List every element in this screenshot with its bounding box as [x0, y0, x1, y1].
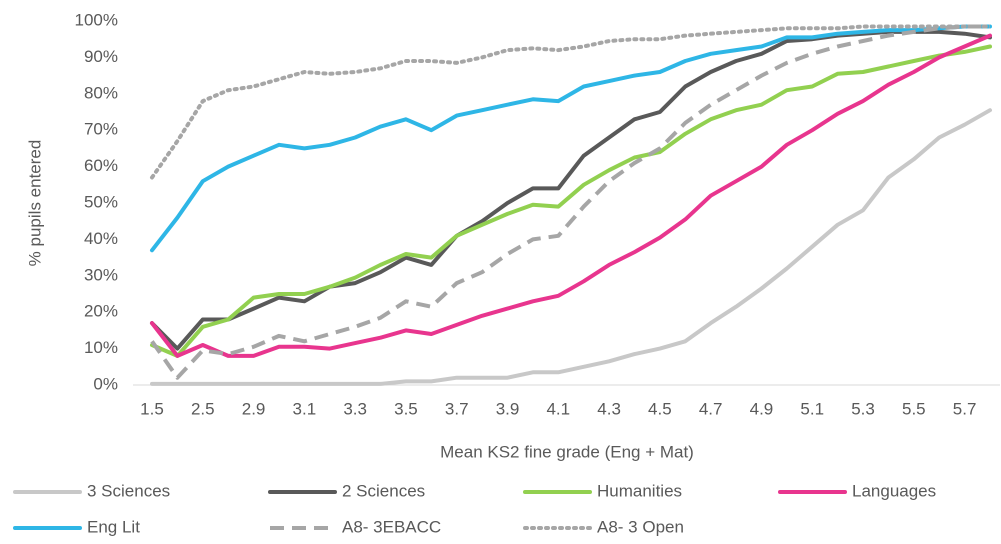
series-line: [150, 24, 990, 380]
x-tick-label: 4.7: [699, 399, 723, 418]
x-axis-label: Mean KS2 fine grade (Eng + Mat): [440, 442, 694, 461]
x-tick-label: 3.1: [293, 399, 317, 418]
x-tick-label: 3.7: [445, 399, 469, 418]
x-tick-label: 1.5: [140, 399, 164, 418]
y-tick-label: 80%: [84, 83, 118, 102]
x-tick-label: 4.5: [648, 399, 672, 418]
legend-label: Humanities: [597, 481, 682, 500]
legend-label: Eng Lit: [87, 517, 140, 536]
legend-label: 3 Sciences: [87, 481, 170, 500]
x-tick-label: 3.5: [394, 399, 418, 418]
series-line: [150, 33, 992, 358]
y-tick-label: 20%: [84, 302, 118, 321]
series-line: [150, 108, 992, 386]
series-line: [150, 44, 992, 358]
y-tick-label: 10%: [84, 338, 118, 357]
series-line: [150, 24, 992, 253]
legend-label: Languages: [852, 481, 936, 500]
y-tick-label: 0%: [93, 374, 118, 393]
y-tick-label: 40%: [84, 229, 118, 248]
y-tick-label: 90%: [84, 47, 118, 66]
x-tick-label: 5.7: [953, 399, 977, 418]
x-tick-label: 2.5: [191, 399, 215, 418]
x-tick-label: 4.1: [546, 399, 570, 418]
y-tick-label: 70%: [84, 120, 118, 139]
x-tick-label: 4.3: [597, 399, 621, 418]
y-tick-label: 60%: [84, 156, 118, 175]
legend-label: A8- 3EBACC: [342, 517, 441, 536]
legend-label: 2 Sciences: [342, 481, 425, 500]
series-line: [150, 24, 992, 180]
x-tick-label: 2.9: [242, 399, 266, 418]
x-tick-label: 5.5: [902, 399, 926, 418]
y-axis-label: % pupils entered: [25, 140, 44, 267]
legend-label: A8- 3 Open: [597, 517, 684, 536]
x-tick-label: 5.1: [800, 399, 824, 418]
x-tick-label: 4.9: [750, 399, 774, 418]
x-tick-label: 3.9: [496, 399, 520, 418]
x-tick-label: 5.3: [851, 399, 875, 418]
y-tick-label: 30%: [84, 265, 118, 284]
y-tick-label: 50%: [84, 192, 118, 211]
x-tick-label: 3.3: [343, 399, 367, 418]
y-tick-label: 100%: [75, 10, 118, 29]
